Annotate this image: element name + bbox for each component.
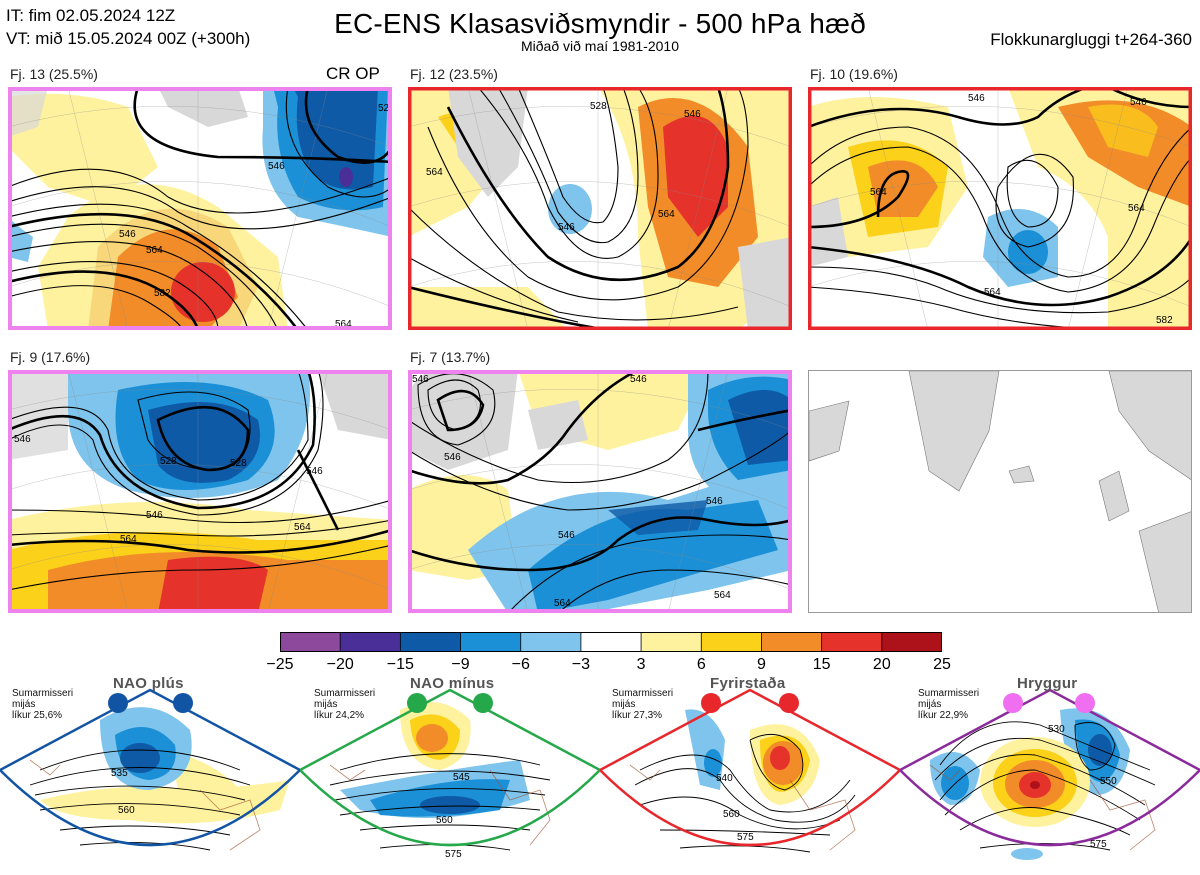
contour-label: 546 [630, 374, 647, 385]
colorbar-cell [339, 631, 402, 653]
reference-map [808, 370, 1192, 613]
regime-contour-label: 530 [1048, 724, 1065, 735]
regime-ridge: 530 550 575 Hryggur Sumarmisseri mijás lík… [897, 670, 1200, 870]
colorbar-tick-label: 20 [872, 656, 891, 673]
contour-label: 546 [119, 229, 136, 240]
contour-label: 546 [146, 510, 163, 521]
cluster-map-9: 546 528 528 546 564 564 546 [8, 370, 392, 613]
contour-label: 564 [426, 167, 443, 178]
contour-label: 546 [306, 466, 323, 477]
contour-label: 546 [684, 109, 701, 120]
regime-contour-label: 560 [118, 805, 135, 816]
contour-label: 564 [335, 319, 352, 330]
contour-label: 546 [444, 452, 461, 463]
contour-label: 582 [154, 288, 171, 299]
colorbar-cell [640, 631, 703, 653]
regime-contour-label: 550 [1100, 776, 1117, 787]
colorbar [279, 631, 943, 653]
valid-time: VT: mið 15.05.2024 00Z (+300h) [6, 29, 251, 48]
contour-label: 564 [984, 287, 1001, 298]
colorbar-tick-label: 6 [696, 656, 706, 673]
colorbar-cell [580, 631, 642, 653]
cluster-frame-7 [408, 370, 792, 613]
colorbar-tick-label: 15 [812, 656, 831, 673]
contour-label: 546 [268, 161, 285, 172]
contour-label: 546 [14, 434, 31, 445]
regime-title: Fyrirstaða [710, 675, 786, 692]
contour-label: 546 [558, 222, 575, 233]
cluster-label-10: Fj. 10 (19.6%) [810, 66, 898, 82]
cluster-frame-9 [8, 370, 392, 613]
colorbar-tick-label: −6 [511, 656, 530, 673]
contour-label: 528 [378, 103, 392, 114]
regime-title: Hryggur [1017, 675, 1078, 692]
cluster-label-7: Fj. 7 (13.7%) [410, 349, 491, 365]
regime-contour-label: 560 [723, 809, 740, 820]
regime-contour-label: 545 [453, 772, 470, 783]
contour-label: 546 [706, 496, 723, 507]
cluster-label-12: Fj. 12 (23.5%) [410, 66, 498, 82]
colorbar-cell [279, 631, 342, 653]
classification-window: Flokkunargluggi t+264-360 [990, 30, 1192, 49]
regime-contour-label: 575 [737, 832, 754, 843]
initial-time: IT: fim 02.05.2024 12Z [6, 6, 176, 25]
cluster-map-13: 528 546 546 564 582 564 [8, 87, 392, 330]
regime-contour-label: 575 [445, 849, 462, 860]
contour-label: 546 [968, 93, 985, 104]
regime-meta: Sumarmisseri mijás líkur 22,9% [918, 688, 980, 721]
regime-nao-plus: 535 560 NAO plús Sumarmisseri mijás líkur … [0, 670, 303, 870]
regime-title: NAO plús [113, 675, 184, 692]
regime-contour-label: 535 [111, 768, 128, 779]
contour-label: 528 [590, 101, 607, 112]
colorbar-tick-label: −3 [571, 656, 591, 673]
contour-label: 546 [1130, 97, 1147, 108]
contour-label: 528 [230, 458, 247, 469]
regime-meta: Sumarmisseri mijás líkur 27,3% [612, 688, 674, 721]
cluster-map-10: 546 546 564 564 564 582 [808, 87, 1192, 330]
colorbar-tick-label: 9 [757, 656, 766, 673]
header-info: IT: fim 02.05.2024 12Z VT: mið 15.05.202… [6, 4, 250, 50]
regime-title: NAO mínus [410, 675, 495, 692]
contour-label: 564 [658, 209, 675, 220]
colorbar-cell [399, 631, 462, 653]
contour-label: 564 [120, 534, 137, 545]
contour-label: 546 [558, 530, 575, 541]
colorbar-tick-label: −20 [326, 656, 354, 673]
colorbar-tick-label: 3 [636, 656, 646, 673]
contour-label: 564 [1128, 203, 1145, 214]
colorbar-tick-label: −25 [266, 656, 294, 673]
regime-nao-minus: 545 560 575 NAO mínus Sumarmisseri mijás l… [297, 670, 603, 870]
colorbar-cell [821, 631, 883, 653]
cluster-label-9: Fj. 9 (17.6%) [10, 349, 91, 365]
page-title: EC-ENS Klasasviðsmyndir - 500 hPa hæð [334, 8, 866, 39]
cluster-map-7: 546 546 546 546 546 564 564 [408, 370, 792, 613]
colorbar-cell [520, 631, 582, 653]
colorbar-cell [460, 631, 522, 653]
regime-contour-label: 540 [716, 773, 733, 784]
cluster-frame-13 [8, 87, 392, 330]
cluster-label-13: Fj. 13 (25.5%) [10, 66, 98, 82]
cluster-map-12: 528 546 564 564 546 [408, 87, 792, 330]
contour-label: 564 [294, 522, 311, 533]
contour-label: 564 [870, 187, 887, 198]
contour-label: 546 [412, 374, 429, 385]
regime-blocking: 540 560 575 Fyrirstaða Sumarmisseri mijás… [597, 670, 903, 870]
colorbar-cell [881, 631, 943, 653]
contour-label: 564 [714, 590, 731, 601]
regime-meta: Sumarmisseri mijás líkur 24,2% [314, 688, 376, 721]
regime-meta: Sumarmisseri mijás líkur 25,6% [12, 688, 74, 721]
contour-label: 564 [554, 598, 571, 609]
regime-contour-label: 575 [1090, 839, 1107, 850]
contour-label: 564 [146, 245, 163, 256]
contour-label: 528 [160, 456, 177, 467]
colorbar-cell [700, 631, 763, 653]
colorbar-tick-label: 25 [933, 656, 951, 673]
colorbar-cell [761, 631, 823, 653]
page-subtitle: Miðað við maí 1981-2010 [521, 38, 679, 54]
contour-label: 582 [1156, 315, 1173, 326]
cluster-op-tag: CR OP [326, 64, 380, 83]
colorbar-tick-label: −9 [451, 656, 470, 673]
colorbar-tick-label: −15 [386, 656, 414, 673]
regime-contour-label: 560 [436, 815, 453, 826]
